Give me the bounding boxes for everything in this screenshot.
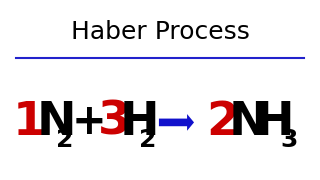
- Text: 3: 3: [98, 100, 130, 145]
- Text: H: H: [254, 100, 294, 145]
- Text: 2: 2: [56, 128, 73, 152]
- Text: N: N: [229, 100, 268, 145]
- Text: N: N: [37, 100, 76, 145]
- Text: 2: 2: [206, 100, 239, 145]
- Text: 3: 3: [280, 128, 297, 152]
- Text: H: H: [120, 100, 160, 145]
- Text: +: +: [72, 101, 107, 143]
- Text: 2: 2: [139, 128, 156, 152]
- Text: 1: 1: [13, 100, 46, 145]
- Text: Haber Process: Haber Process: [71, 20, 249, 44]
